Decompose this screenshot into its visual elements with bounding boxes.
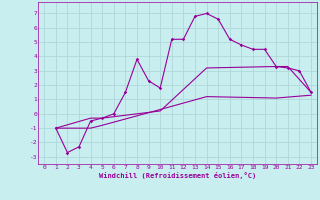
X-axis label: Windchill (Refroidissement éolien,°C): Windchill (Refroidissement éolien,°C) — [99, 172, 256, 179]
